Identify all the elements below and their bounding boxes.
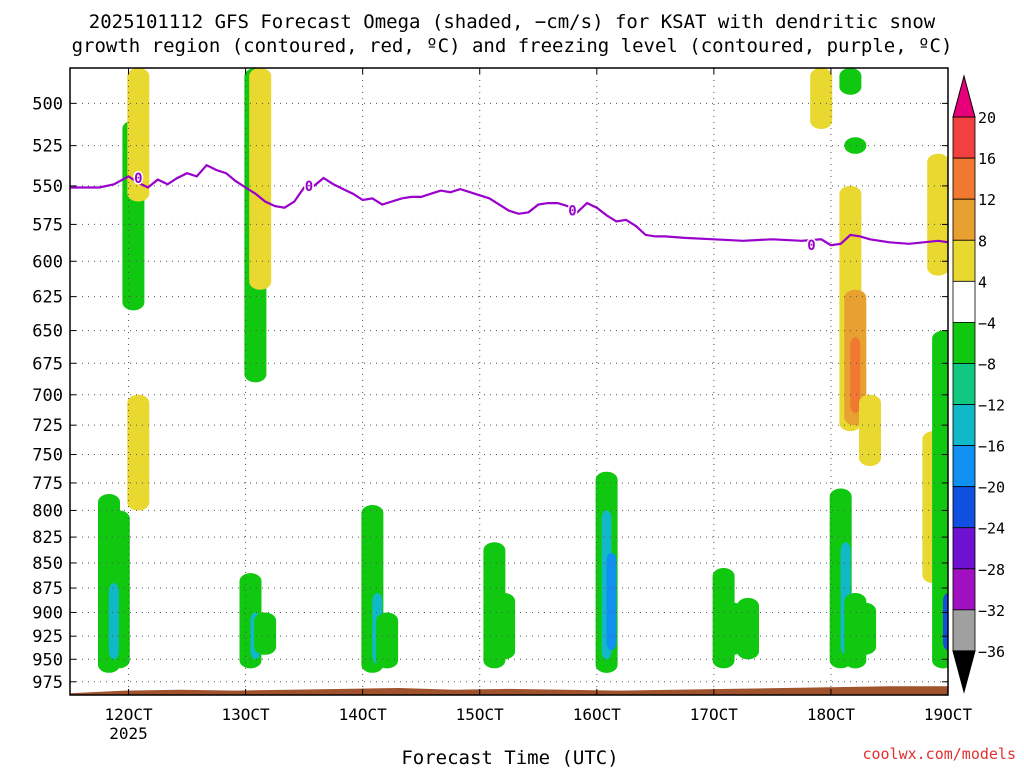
- colorbar-swatch: [952, 280, 976, 323]
- y-tick-label: 875: [32, 579, 63, 599]
- x-tick-sublabel: 2025: [109, 724, 148, 743]
- freezing-level-label: 0: [134, 171, 142, 187]
- plot-area: 0 0 0 0: [70, 68, 948, 695]
- x-tick-label: 14OCT: [339, 705, 388, 724]
- y-tick-label: 500: [32, 94, 63, 114]
- y-tick-label: 650: [32, 322, 63, 342]
- colorbar-swatch: [952, 568, 976, 611]
- freezing-level-label: 0: [807, 238, 815, 254]
- chart-title-line1: 2025101112 GFS Forecast Omega (shaded, −…: [89, 11, 936, 33]
- y-tick-label: 825: [32, 528, 63, 548]
- omega-cell: [127, 394, 150, 511]
- colorbar-label: 4: [978, 273, 987, 291]
- omega-cell: [493, 593, 516, 660]
- x-tick-label: 16OCT: [573, 705, 622, 724]
- y-tick-label: 675: [32, 354, 63, 374]
- x-tick-label: 15OCT: [456, 705, 505, 724]
- omega-cell: [932, 330, 948, 669]
- y-tick-label: 900: [32, 603, 63, 623]
- y-tick-label: 625: [32, 288, 63, 308]
- x-axis-label: Forecast Time (UTC): [401, 747, 618, 768]
- colorbar-label: −24: [978, 520, 1005, 538]
- y-tick-label: 975: [32, 673, 63, 693]
- omega-cell: [859, 394, 881, 466]
- colorbar-label: 8: [978, 232, 987, 250]
- colorbar-swatch: [952, 527, 976, 570]
- colorbar-label: −12: [978, 397, 1005, 415]
- y-tick-label: 850: [32, 554, 63, 574]
- colorbar-swatch: [952, 321, 976, 364]
- colorbar-swatch: [952, 157, 976, 200]
- chart-title-line2: growth region (contoured, red, ºC) and f…: [72, 35, 953, 57]
- y-tick-label: 700: [32, 386, 63, 406]
- omega-cell: [927, 153, 948, 276]
- omega-cell: [249, 68, 272, 290]
- plot-frame: [69, 67, 949, 696]
- colorbar-swatch: [952, 445, 976, 488]
- terrain-fill: [70, 686, 948, 695]
- colorbar-arrow-bottom: [952, 650, 976, 694]
- y-tick-label: 950: [32, 650, 63, 670]
- y-tick-label: 525: [32, 137, 63, 157]
- x-tick-label: 13OCT: [222, 705, 271, 724]
- colorbar: 20 16 12 8 4 −4 −8 −12 −16 −20 −24 −28 −32 −36: [952, 74, 1005, 694]
- plot-inner: 0 0 0 0: [70, 68, 948, 695]
- x-tick-label: 19OCT: [924, 705, 973, 724]
- colorbar-label: −28: [978, 561, 1005, 579]
- colorbar-label: 12: [978, 191, 996, 209]
- colorbar-swatch: [952, 609, 976, 652]
- colorbar-arrow-top: [952, 74, 976, 118]
- colorbar-label: −4: [978, 314, 996, 332]
- watermark: coolwx.com/models: [862, 745, 1016, 763]
- colorbar-swatch: [952, 404, 976, 446]
- freezing-level-label: 0: [305, 179, 313, 195]
- freezing-level-line: [70, 163, 948, 247]
- x-tick-label: 12OCT: [104, 705, 153, 724]
- colorbar-swatch: [952, 198, 976, 241]
- colorbar-swatch: [952, 486, 976, 529]
- omega-cell: [376, 612, 399, 669]
- x-tick-label: 18OCT: [807, 705, 856, 724]
- colorbar-swatch: [952, 363, 976, 405]
- colorbar-swatch: [952, 116, 976, 159]
- colorbar-label: −20: [978, 479, 1005, 497]
- y-tick-label: 550: [32, 177, 63, 197]
- omega-cell: [839, 68, 862, 95]
- y-tick-label: 725: [32, 416, 63, 436]
- axes: 500 525 550 575 600 625 650 675 700 725 750 775 800 8…: [32, 67, 973, 743]
- y-tick-label: 600: [32, 252, 63, 272]
- omega-cell: [844, 137, 867, 154]
- colorbar-swatch: [952, 239, 976, 282]
- colorbar-label: 16: [978, 150, 996, 168]
- colorbar-label: −16: [978, 438, 1005, 456]
- colorbar-label: −36: [978, 643, 1005, 661]
- omega-cell: [606, 552, 617, 651]
- colorbar-label: 20: [978, 109, 996, 127]
- y-tick-label: 925: [32, 627, 63, 647]
- freezing-level-label: 0: [568, 204, 576, 220]
- x-tick-label: 17OCT: [690, 705, 739, 724]
- omega-cell: [850, 337, 861, 414]
- colorbar-label: −8: [978, 355, 996, 373]
- omega-cell: [854, 602, 877, 655]
- omega-cell: [737, 597, 759, 660]
- y-tick-label: 750: [32, 446, 63, 466]
- y-tick-label: 575: [32, 215, 63, 235]
- omega-cell: [254, 612, 277, 655]
- omega-cell: [810, 68, 833, 129]
- omega-cell: [127, 68, 150, 202]
- y-tick-label: 800: [32, 501, 63, 521]
- colorbar-label: −32: [978, 602, 1005, 620]
- y-tick-label: 775: [32, 474, 63, 494]
- omega-cell: [108, 583, 119, 660]
